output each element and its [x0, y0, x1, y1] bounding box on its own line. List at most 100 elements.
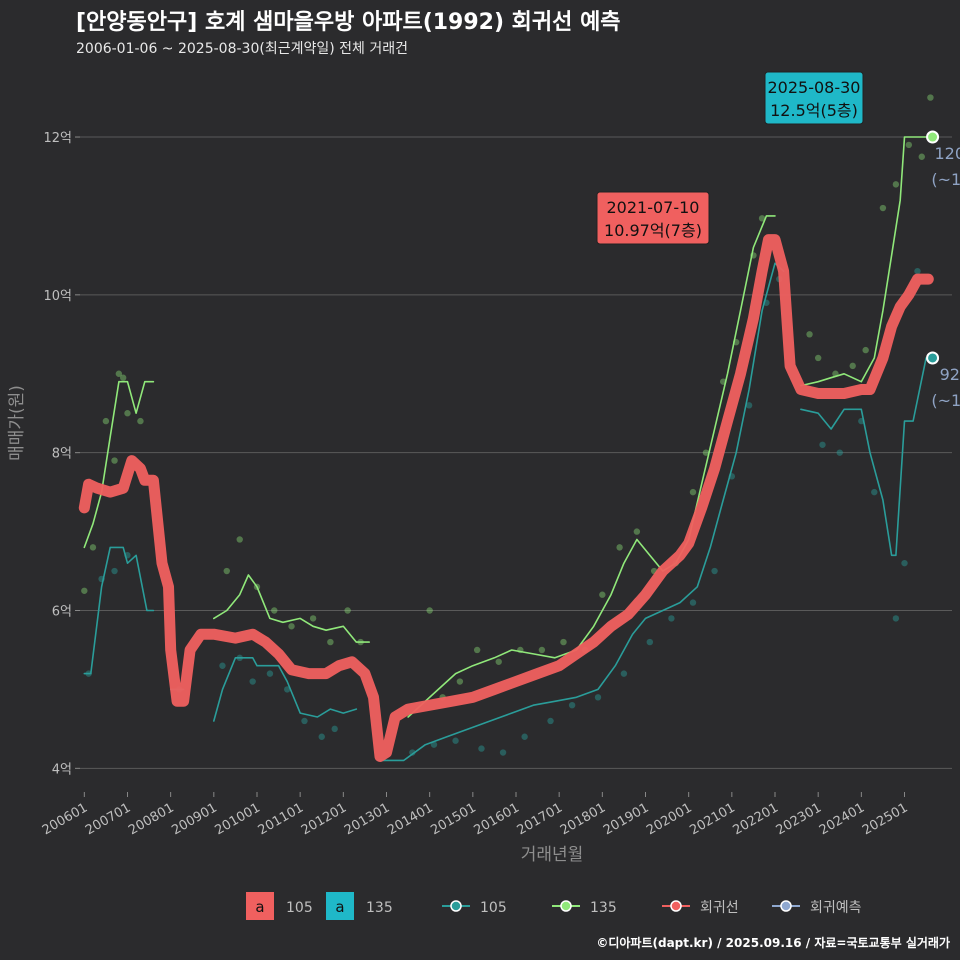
scatter-point-105: [499, 749, 507, 756]
x-tick-label: 200801: [126, 800, 176, 838]
scatter-point-135: [814, 354, 822, 362]
scatter-point-105: [745, 402, 753, 409]
scatter-point-135: [288, 623, 295, 630]
scatter-point-135: [616, 544, 623, 551]
scatter-point-135: [89, 544, 97, 551]
scatter-point-105: [594, 694, 602, 701]
scatter-point-105: [819, 441, 826, 448]
x-tick-label: 202401: [817, 800, 867, 838]
chart-title: [안양동안구] 호계 샘마을우방 아파트(1992) 회귀선 예측: [76, 10, 621, 35]
scatter-point-135: [137, 417, 144, 425]
scatter-point-135: [236, 536, 243, 543]
series-line-135: [83, 136, 927, 718]
scatter-point-105: [871, 488, 878, 496]
annotation-value: 12.5억(5층): [770, 101, 858, 120]
x-tick-label: 201801: [558, 800, 608, 838]
scatter-point-135: [538, 646, 546, 654]
scatter-point-135: [495, 658, 502, 665]
x-tick-label: 201901: [601, 800, 651, 838]
legend-fill-label: 135: [366, 900, 393, 916]
annotation-box: [596, 191, 710, 245]
scatter-point-135: [271, 607, 278, 614]
scatter-point-105: [646, 638, 654, 646]
scatter-point-105: [668, 615, 675, 622]
scatter-point-135: [633, 528, 641, 535]
x-tick-label: 201301: [342, 800, 392, 838]
legend-fill-swatch: [326, 892, 354, 920]
scatter-point-135: [560, 638, 567, 646]
legend-fill-swatch: [246, 892, 274, 920]
x-tick-label: 202501: [860, 800, 910, 838]
x-tick-label: 201001: [213, 800, 263, 838]
scatter-point-135: [905, 141, 913, 149]
annotation-value: 10.97억(7층): [604, 221, 702, 240]
annotation-date: 2021-07-10: [607, 198, 700, 217]
scatter-point-105: [301, 717, 308, 725]
scatter-point-135: [119, 374, 127, 381]
scatter-point-105: [452, 737, 459, 744]
scatter-point-105: [620, 670, 628, 677]
end-value-label: 120,125: [934, 144, 960, 163]
legend-fill-label: 105: [286, 900, 313, 916]
chart-subtitle: 2006-01-06 ~ 2025-08-30(최근계약일) 전체 거래건: [76, 41, 408, 57]
x-tick-label: 202101: [687, 800, 737, 838]
end-area-label: (~105㎡): [931, 391, 960, 410]
legend-line-label: 135: [590, 900, 617, 916]
legend-line-label: 105: [480, 900, 507, 916]
scatter-point-135: [124, 410, 131, 417]
scatter-point-105: [547, 717, 554, 725]
scatter-point-135: [223, 567, 230, 575]
annotation-box: [764, 71, 864, 125]
scatter-point-105: [478, 745, 485, 752]
end-area-label: (~135㎡): [931, 170, 960, 189]
y-tick-label: 10억: [43, 289, 72, 304]
scatter-point-135: [344, 607, 351, 614]
y-tick-label: 8억: [52, 447, 72, 462]
scatter-point-135: [862, 346, 869, 354]
scatter-point-105: [430, 741, 438, 748]
source-credit: ©디아파트(dapt.kr) / 2025.09.16 / 자료=국토교통부 실…: [596, 936, 950, 950]
legend-line-dot: [560, 900, 572, 912]
series-line-회귀선: [78, 234, 934, 762]
scatter-point-135: [927, 94, 934, 101]
scatter-point-105: [568, 701, 576, 709]
scatter-point-135: [473, 646, 481, 654]
legend-fill-key: a: [255, 898, 264, 916]
scatter-point-105: [901, 559, 908, 567]
end-marker-105: [926, 351, 940, 365]
x-tick-label: 202001: [644, 800, 694, 838]
legend-line-dot: [670, 900, 682, 912]
y-axis-title: 매매가(원): [7, 385, 27, 461]
scatter-point-135: [456, 678, 464, 685]
scatter-point-135: [849, 362, 856, 370]
x-tick-label: 201201: [299, 800, 349, 838]
legend-line-label: 회귀선: [700, 900, 739, 916]
scatter-point-135: [426, 607, 433, 614]
x-tick-label: 201101: [256, 800, 306, 838]
scatter-point-135: [689, 488, 697, 496]
scatter-point-135: [327, 638, 334, 646]
end-value-label: 92,000: [940, 365, 960, 384]
x-tick-label: 201701: [515, 800, 565, 838]
scatter-point-105: [521, 733, 528, 740]
scatter-point-135: [879, 204, 887, 212]
scatter-point-105: [409, 749, 416, 756]
y-tick-label: 6억: [52, 605, 72, 620]
scatter-point-135: [309, 615, 317, 622]
scatter-point-105: [914, 267, 921, 275]
legend-line-dot: [450, 900, 462, 912]
scatter-point-105: [836, 449, 843, 456]
x-axis-title: 거래년월: [521, 845, 584, 865]
x-tick-label: 201401: [385, 800, 435, 838]
scatter-point-105: [689, 599, 697, 606]
scatter-point-105: [711, 567, 718, 575]
x-tick-label: 201601: [472, 800, 522, 838]
x-tick-label: 200701: [83, 800, 133, 838]
end-marker-135: [926, 130, 940, 144]
scatter-point-105: [249, 678, 256, 685]
scatter-point-105: [219, 662, 226, 669]
scatter-point-135: [758, 215, 766, 222]
scatter-point-135: [111, 457, 118, 464]
x-tick-label: 202201: [731, 800, 781, 838]
